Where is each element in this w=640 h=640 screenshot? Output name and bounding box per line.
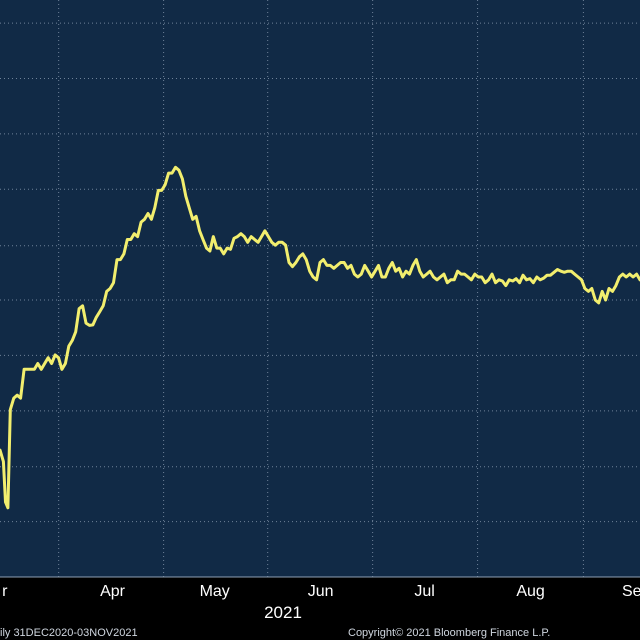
plot-background: [0, 0, 640, 577]
x-tick-label: Apr: [100, 583, 126, 600]
x-tick-label: r: [2, 583, 8, 600]
x-tick-label: Aug: [516, 583, 544, 600]
x-tick-labels: r Apr May Jun Jul Aug Sep: [2, 583, 640, 600]
date-range-text: ily 31DEC2020-03NOV2021: [0, 627, 138, 639]
x-tick-label: May: [200, 583, 230, 600]
y-gridlines: [0, 22, 640, 523]
copyright-text: Copyright© 2021 Bloomberg Finance L.P.: [348, 627, 550, 639]
x-axis-label: 2021: [264, 603, 302, 622]
x-tick-label: Jul: [414, 583, 434, 600]
series-line: [0, 165, 640, 510]
x-tick-label: Sep: [622, 583, 640, 600]
series-layer: [0, 165, 640, 510]
x-tick-label: Jun: [308, 583, 334, 600]
